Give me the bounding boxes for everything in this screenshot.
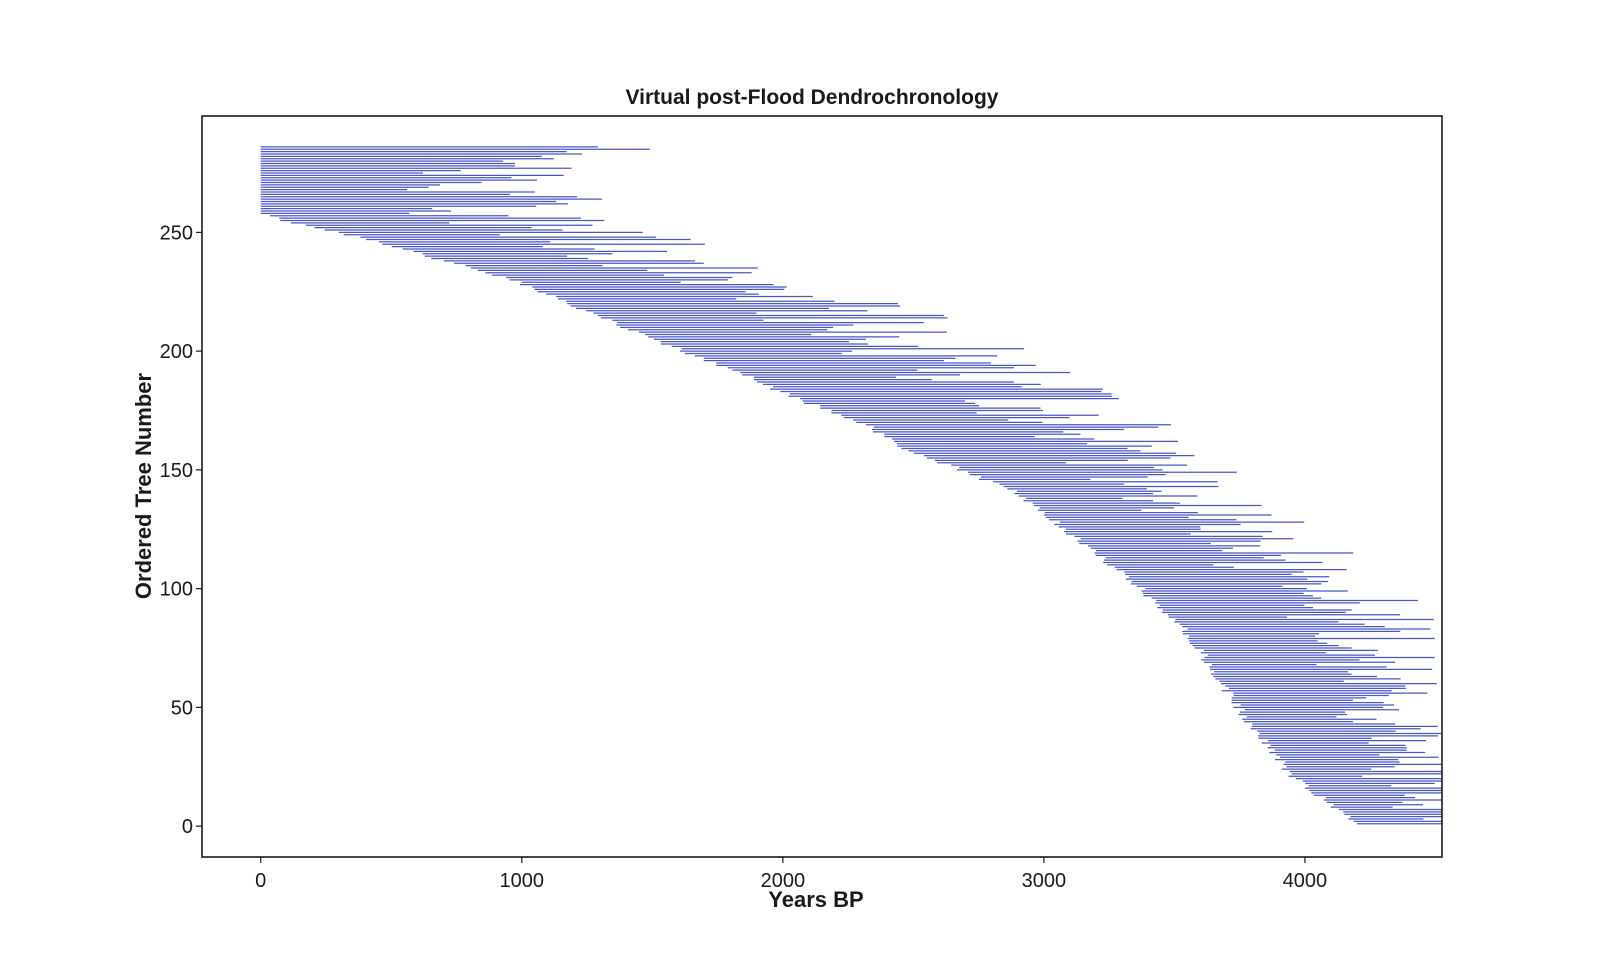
x-tick-label-4000: 4000	[1283, 870, 1328, 892]
y-tick-label-50: 50	[171, 697, 193, 719]
plot-frame	[201, 115, 1443, 858]
x-tick-label-2000: 2000	[761, 870, 806, 892]
x-axis: 0 1000 2000 3000 4000	[255, 857, 1327, 892]
y-tick-label-100: 100	[160, 579, 193, 601]
chart-title: Virtual post-Flood Dendrochronology	[626, 86, 999, 109]
y-axis-label: Ordered Tree Number	[131, 372, 156, 599]
y-tick-label-0: 0	[182, 816, 193, 838]
x-axis-label: Years BP	[768, 887, 863, 912]
tree-ring-series	[260, 146, 1442, 825]
x-tick-label-3000: 3000	[1022, 870, 1067, 892]
y-tick-label-250: 250	[160, 222, 193, 244]
x-tick-label-0: 0	[255, 870, 266, 892]
x-tick-label-1000: 1000	[500, 870, 545, 892]
y-tick-label-200: 200	[160, 341, 193, 363]
y-axis: 0 50 100 150 200 250	[160, 222, 202, 838]
y-tick-label-150: 150	[160, 460, 193, 482]
